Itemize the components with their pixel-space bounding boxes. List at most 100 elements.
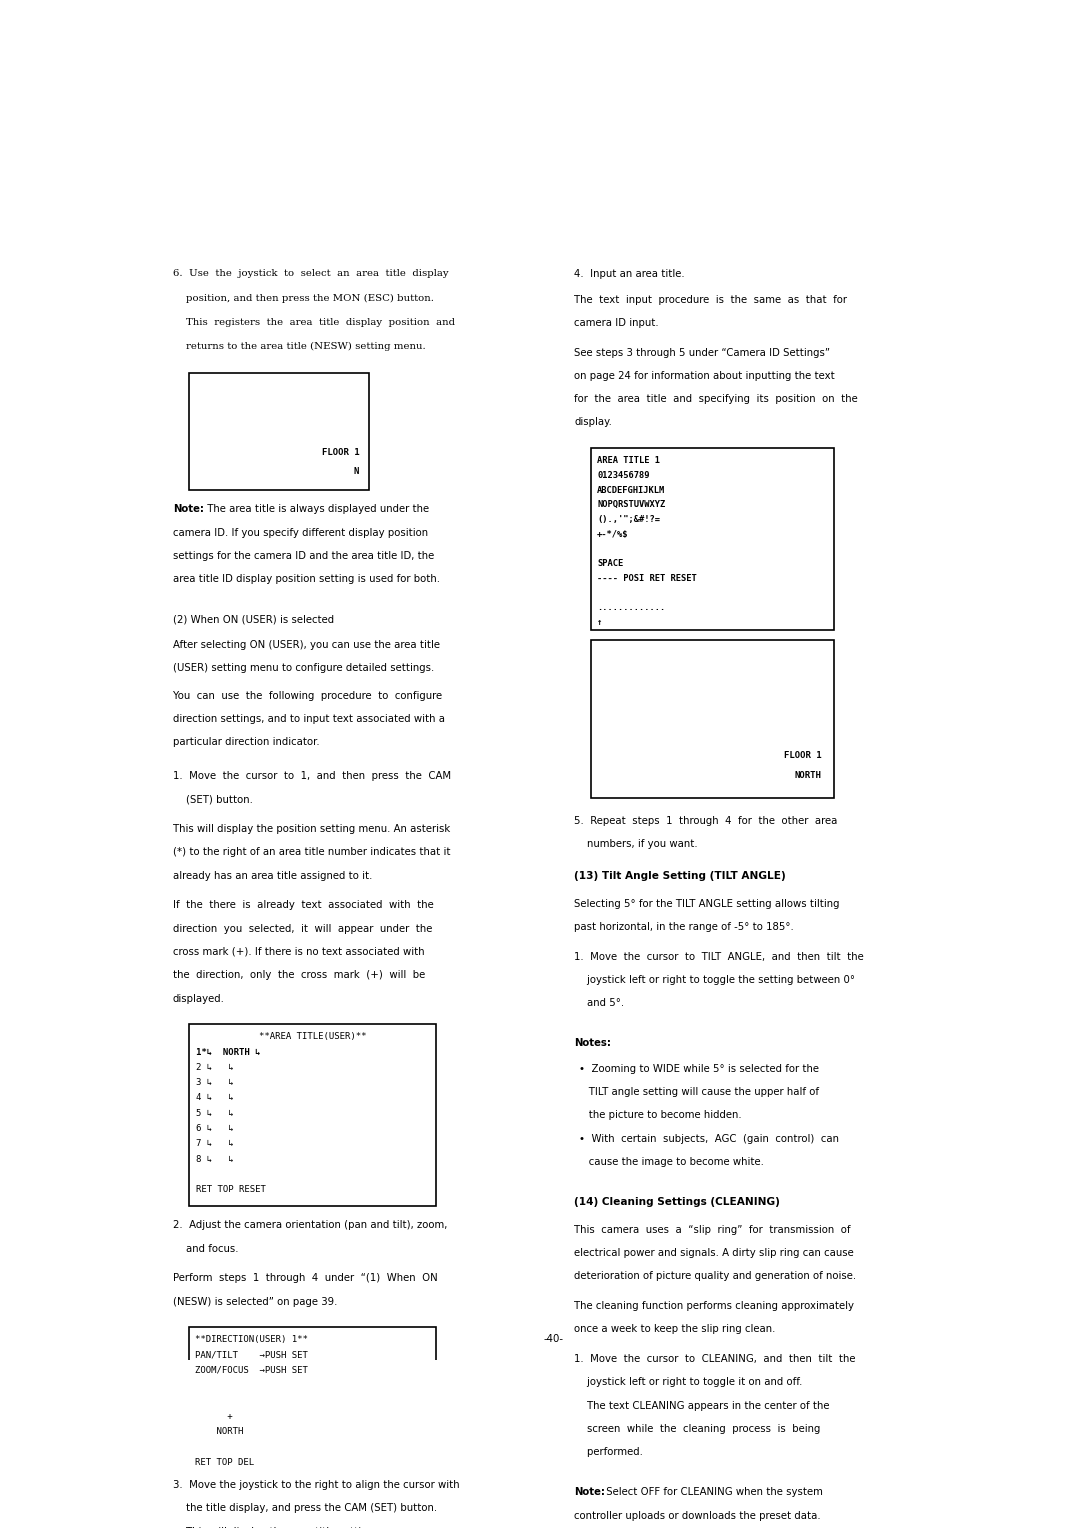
Text: Selecting 5° for the TILT ANGLE setting allows tilting: Selecting 5° for the TILT ANGLE setting … [575,898,840,909]
Text: You  can  use  the  following  procedure  to  configure: You can use the following procedure to c… [173,691,442,701]
Text: 5 ↳   ↳: 5 ↳ ↳ [197,1109,233,1117]
Text: Perform  steps  1  through  4  under  “(1)  When  ON: Perform steps 1 through 4 under “(1) Whe… [173,1273,437,1284]
Text: (*) to the right of an area title number indicates that it: (*) to the right of an area title number… [173,848,450,857]
Text: (NESW) is selected” on page 39.: (NESW) is selected” on page 39. [173,1297,337,1306]
Text: 7 ↳   ↳: 7 ↳ ↳ [197,1140,233,1148]
Text: The  text  input  procedure  is  the  same  as  that  for: The text input procedure is the same as … [575,295,848,304]
Text: This will display the position setting menu. An asterisk: This will display the position setting m… [173,824,450,834]
Text: +-*/%$: +-*/%$ [597,530,629,539]
Text: **AREA TITLE(USER)**: **AREA TITLE(USER)** [259,1031,366,1041]
Text: N: N [354,468,360,477]
Text: ---- POSI RET RESET: ---- POSI RET RESET [597,573,697,582]
Text: and focus.: and focus. [173,1244,239,1253]
Text: If  the  there  is  already  text  associated  with  the: If the there is already text associated … [173,900,433,911]
Text: camera ID. If you specify different display position: camera ID. If you specify different disp… [173,527,428,538]
Text: cross mark (+). If there is no text associated with: cross mark (+). If there is no text asso… [173,947,424,957]
Text: position, and then press the MON (ESC) button.: position, and then press the MON (ESC) b… [173,293,434,303]
Text: screen  while  the  cleaning  process  is  being: screen while the cleaning process is bei… [575,1424,821,1433]
Text: TILT angle setting will cause the upper half of: TILT angle setting will cause the upper … [579,1088,819,1097]
Bar [189,373,369,490]
Text: FLOOR 1: FLOOR 1 [322,448,360,457]
Text: electrical power and signals. A dirty slip ring can cause: electrical power and signals. A dirty sl… [575,1248,854,1258]
Bar [190,1363,435,1378]
Text: FLOOR 1: FLOOR 1 [784,750,821,759]
Text: returns to the area title (NESW) setting menu.: returns to the area title (NESW) setting… [173,342,426,351]
Text: for  the  area  title  and  specifying  its  position  on  the: for the area title and specifying its po… [575,394,859,405]
Text: 1*↳  NORTH ↳: 1*↳ NORTH ↳ [197,1047,260,1056]
Text: the picture to become hidden.: the picture to become hidden. [579,1111,741,1120]
Text: This  registers  the  area  title  display  position  and: This registers the area title display po… [173,318,455,327]
Text: SPACE: SPACE [597,559,623,568]
Text: Select OFF for CLEANING when the system: Select OFF for CLEANING when the system [603,1487,823,1497]
Text: 1.  Move  the  cursor  to  1,  and  then  press  the  CAM: 1. Move the cursor to 1, and then press … [173,772,450,781]
Text: (13) Tilt Angle Setting (TILT ANGLE): (13) Tilt Angle Setting (TILT ANGLE) [575,871,786,882]
Text: The area title is always displayed under the: The area title is always displayed under… [204,504,429,515]
Text: direction settings, and to input text associated with a: direction settings, and to input text as… [173,714,445,724]
Text: RET TOP DEL: RET TOP DEL [195,1458,255,1467]
Text: +: + [195,1412,233,1421]
Text: .............: ............. [597,604,665,613]
Text: 0123456789: 0123456789 [597,471,649,480]
Text: 2 ↳   ↳: 2 ↳ ↳ [197,1062,233,1071]
Text: ↑: ↑ [597,617,603,626]
Text: and 5°.: and 5°. [575,998,624,1008]
Text: NORTH: NORTH [195,1427,244,1436]
Text: •  Zooming to WIDE while 5° is selected for the: • Zooming to WIDE while 5° is selected f… [579,1063,819,1074]
Text: •  With  certain  subjects,  AGC  (gain  control)  can: • With certain subjects, AGC (gain contr… [579,1134,838,1144]
Text: 1.  Move  the  cursor  to  TILT  ANGLE,  and  then  tilt  the: 1. Move the cursor to TILT ANGLE, and th… [575,952,864,961]
Text: Note:: Note: [575,1487,606,1497]
Text: deterioration of picture quality and generation of noise.: deterioration of picture quality and gen… [575,1271,856,1282]
Text: See steps 3 through 5 under “Camera ID Settings”: See steps 3 through 5 under “Camera ID S… [575,347,831,358]
Text: This  camera  uses  a  “slip  ring”  for  transmission  of: This camera uses a “slip ring” for trans… [575,1225,851,1235]
Text: 4 ↳   ↳: 4 ↳ ↳ [197,1094,233,1102]
Text: (SET) button.: (SET) button. [173,795,253,804]
Text: NOPQRSTUVWXYZ: NOPQRSTUVWXYZ [597,500,665,509]
Text: cause the image to become white.: cause the image to become white. [579,1157,764,1167]
Text: once a week to keep the slip ring clean.: once a week to keep the slip ring clean. [575,1325,775,1334]
Text: 8 ↳   ↳: 8 ↳ ↳ [197,1155,233,1163]
Text: joystick left or right to toggle the setting between 0°: joystick left or right to toggle the set… [575,975,855,986]
Text: camera ID input.: camera ID input. [575,318,659,329]
Text: After selecting ON (USER), you can use the area title: After selecting ON (USER), you can use t… [173,640,440,649]
Text: display.: display. [575,417,612,428]
Text: ABCDEFGHIJKLM: ABCDEFGHIJKLM [597,486,665,495]
Text: 6.  Use  the  joystick  to  select  an  area  title  display: 6. Use the joystick to select an area ti… [173,269,448,278]
Text: The text CLEANING appears in the center of the: The text CLEANING appears in the center … [575,1401,829,1410]
Text: the  direction,  only  the  cross  mark  (+)  will  be: the direction, only the cross mark (+) w… [173,970,424,981]
Bar [189,1326,436,1465]
Text: joystick left or right to toggle it on and off.: joystick left or right to toggle it on a… [575,1377,802,1387]
Bar [190,1348,435,1363]
Text: area title ID display position setting is used for both.: area title ID display position setting i… [173,575,440,584]
Bar [591,448,834,630]
Text: NORTH: NORTH [795,770,821,779]
Text: ().,'";&#!?=: ().,'";&#!?= [597,515,660,524]
Text: PAN/TILT    →PUSH SET: PAN/TILT →PUSH SET [195,1351,308,1360]
Text: (USER) setting menu to configure detailed settings.: (USER) setting menu to configure detaile… [173,663,434,674]
Text: 3.  Move the joystick to the right to align the cursor with: 3. Move the joystick to the right to ali… [173,1481,459,1490]
Text: The cleaning function performs cleaning approximately: The cleaning function performs cleaning … [575,1302,854,1311]
Text: 1.  Move  the  cursor  to  CLEANING,  and  then  tilt  the: 1. Move the cursor to CLEANING, and then… [575,1354,856,1365]
Text: -40-: -40- [543,1334,564,1343]
Text: numbers, if you want.: numbers, if you want. [575,839,698,850]
Text: displayed.: displayed. [173,993,225,1004]
Text: already has an area title assigned to it.: already has an area title assigned to it… [173,871,372,880]
Text: 4.  Input an area title.: 4. Input an area title. [575,269,685,280]
Text: direction  you  selected,  it  will  appear  under  the: direction you selected, it will appear u… [173,923,432,934]
Text: controller uploads or downloads the preset data.: controller uploads or downloads the pres… [575,1511,821,1520]
Text: 6 ↳   ↳: 6 ↳ ↳ [197,1125,233,1132]
Text: Note:: Note: [173,504,204,515]
Text: the title display, and press the CAM (SET) button.: the title display, and press the CAM (SE… [173,1504,436,1513]
Text: 2.  Adjust the camera orientation (pan and tilt), zoom,: 2. Adjust the camera orientation (pan an… [173,1221,447,1230]
Text: ZOOM/FOCUS  →PUSH SET: ZOOM/FOCUS →PUSH SET [195,1366,308,1375]
Text: 5.  Repeat  steps  1  through  4  for  the  other  area: 5. Repeat steps 1 through 4 for the othe… [575,816,838,827]
Bar [189,1024,436,1206]
Text: AREA TITLE 1: AREA TITLE 1 [597,455,660,465]
Text: Notes:: Notes: [575,1039,611,1048]
Text: past horizontal, in the range of -5° to 185°.: past horizontal, in the range of -5° to … [575,921,794,932]
Text: (14) Cleaning Settings (CLEANING): (14) Cleaning Settings (CLEANING) [575,1198,780,1207]
Text: 3 ↳   ↳: 3 ↳ ↳ [197,1079,233,1086]
Text: RET TOP RESET: RET TOP RESET [197,1186,266,1193]
Text: settings for the camera ID and the area title ID, the: settings for the camera ID and the area … [173,552,434,561]
Text: on page 24 for information about inputting the text: on page 24 for information about inputti… [575,371,835,380]
Bar [591,640,834,799]
